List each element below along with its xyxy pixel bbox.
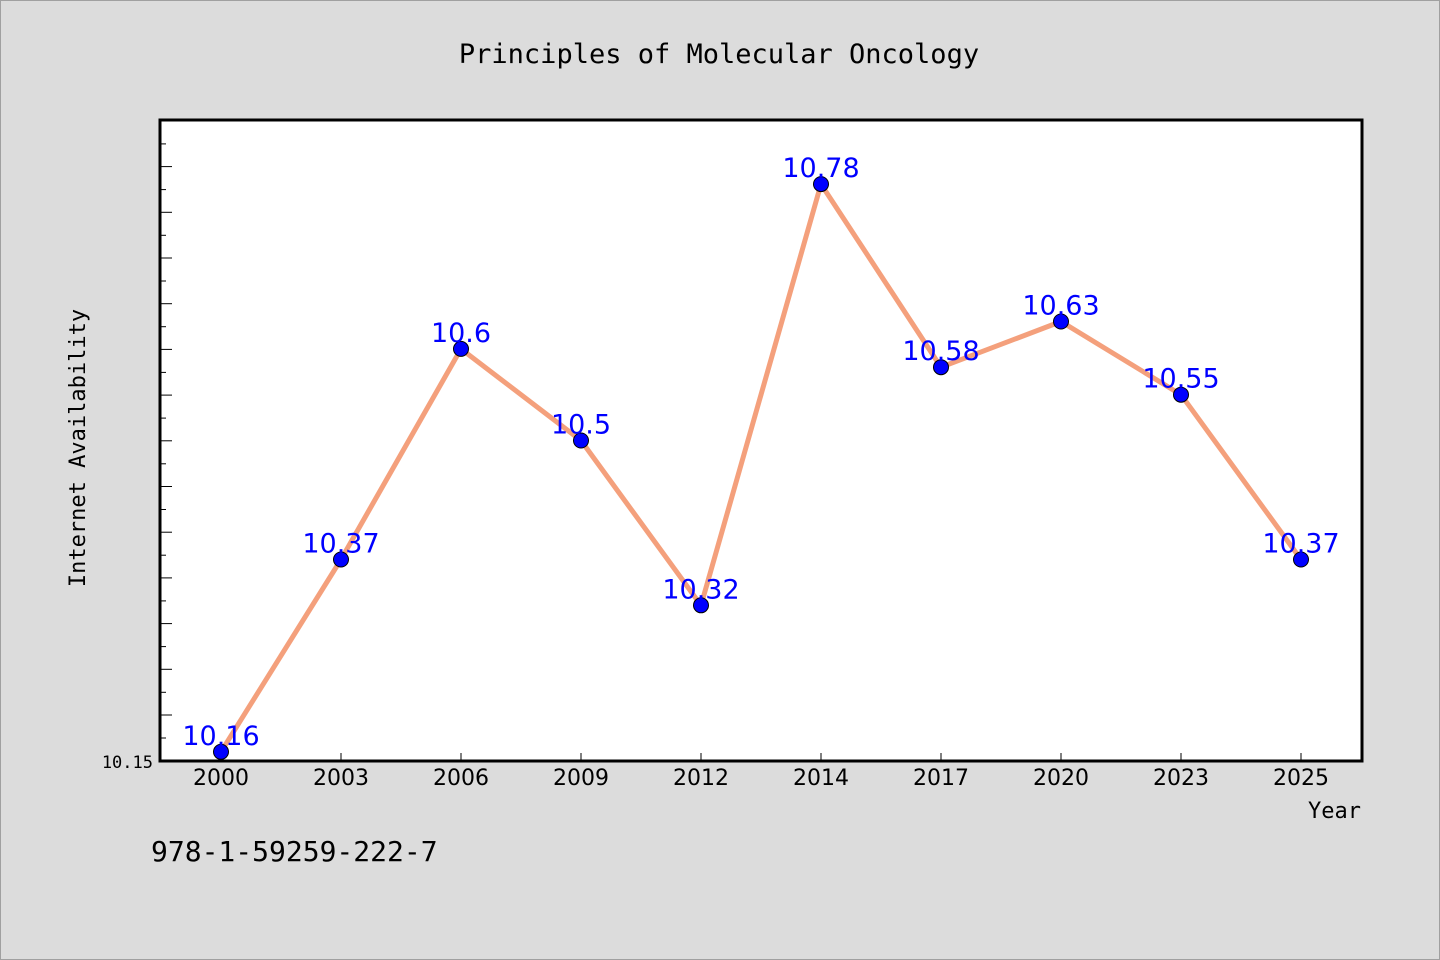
data-label: 10.78 xyxy=(782,153,859,184)
data-labels: 10.16 10.37 10.6 10.5 10.32 10.78 10.58 10.63 10… xyxy=(182,153,1339,752)
data-point xyxy=(933,359,949,376)
data-label: 10.55 xyxy=(1142,364,1219,395)
data-point xyxy=(573,432,589,449)
x-tick-label: 2020 xyxy=(1033,766,1089,791)
x-tick-label: 2014 xyxy=(793,766,849,791)
data-label: 10.37 xyxy=(1262,529,1339,560)
series-line xyxy=(218,181,1304,755)
y-tick-label: 10.15 xyxy=(102,753,153,773)
x-tick-label: 2006 xyxy=(433,766,489,791)
data-point xyxy=(453,340,469,357)
data-label: 10.16 xyxy=(182,721,259,752)
x-tick-label: 2025 xyxy=(1273,766,1329,791)
data-label: 10.32 xyxy=(662,574,739,605)
data-label: 10.5 xyxy=(551,410,611,441)
data-label: 10.63 xyxy=(1022,291,1099,322)
x-axis-tick-labels: 2000 2003 2006 2009 2012 2014 2017 2020 2023 2025 xyxy=(193,766,1329,791)
data-point xyxy=(813,176,829,193)
x-tick-label: 2009 xyxy=(553,766,609,791)
y-axis-label: Internet Availability xyxy=(66,309,91,587)
data-label: 10.58 xyxy=(902,336,979,367)
data-point xyxy=(1053,313,1069,330)
x-tick-label: 2000 xyxy=(193,766,249,791)
data-point xyxy=(693,597,709,614)
data-label: 10.37 xyxy=(302,529,379,560)
x-axis-label: Year xyxy=(1308,799,1361,824)
data-point xyxy=(1293,551,1309,568)
plot-area xyxy=(158,118,1364,763)
data-point xyxy=(1173,386,1189,403)
chart-title: Principles of Molecular Oncology xyxy=(459,39,979,70)
data-point xyxy=(333,551,349,568)
x-tick-label: 2003 xyxy=(313,766,369,791)
data-label: 10.6 xyxy=(431,318,491,349)
x-tick-label: 2017 xyxy=(913,766,969,791)
data-markers xyxy=(213,176,1309,760)
x-tick-label: 2023 xyxy=(1153,766,1209,791)
y-axis-ticks xyxy=(160,120,172,739)
isbn-label: 978-1-59259-222-7 xyxy=(151,835,438,868)
data-point xyxy=(213,743,229,760)
x-tick-label: 2012 xyxy=(673,766,729,791)
